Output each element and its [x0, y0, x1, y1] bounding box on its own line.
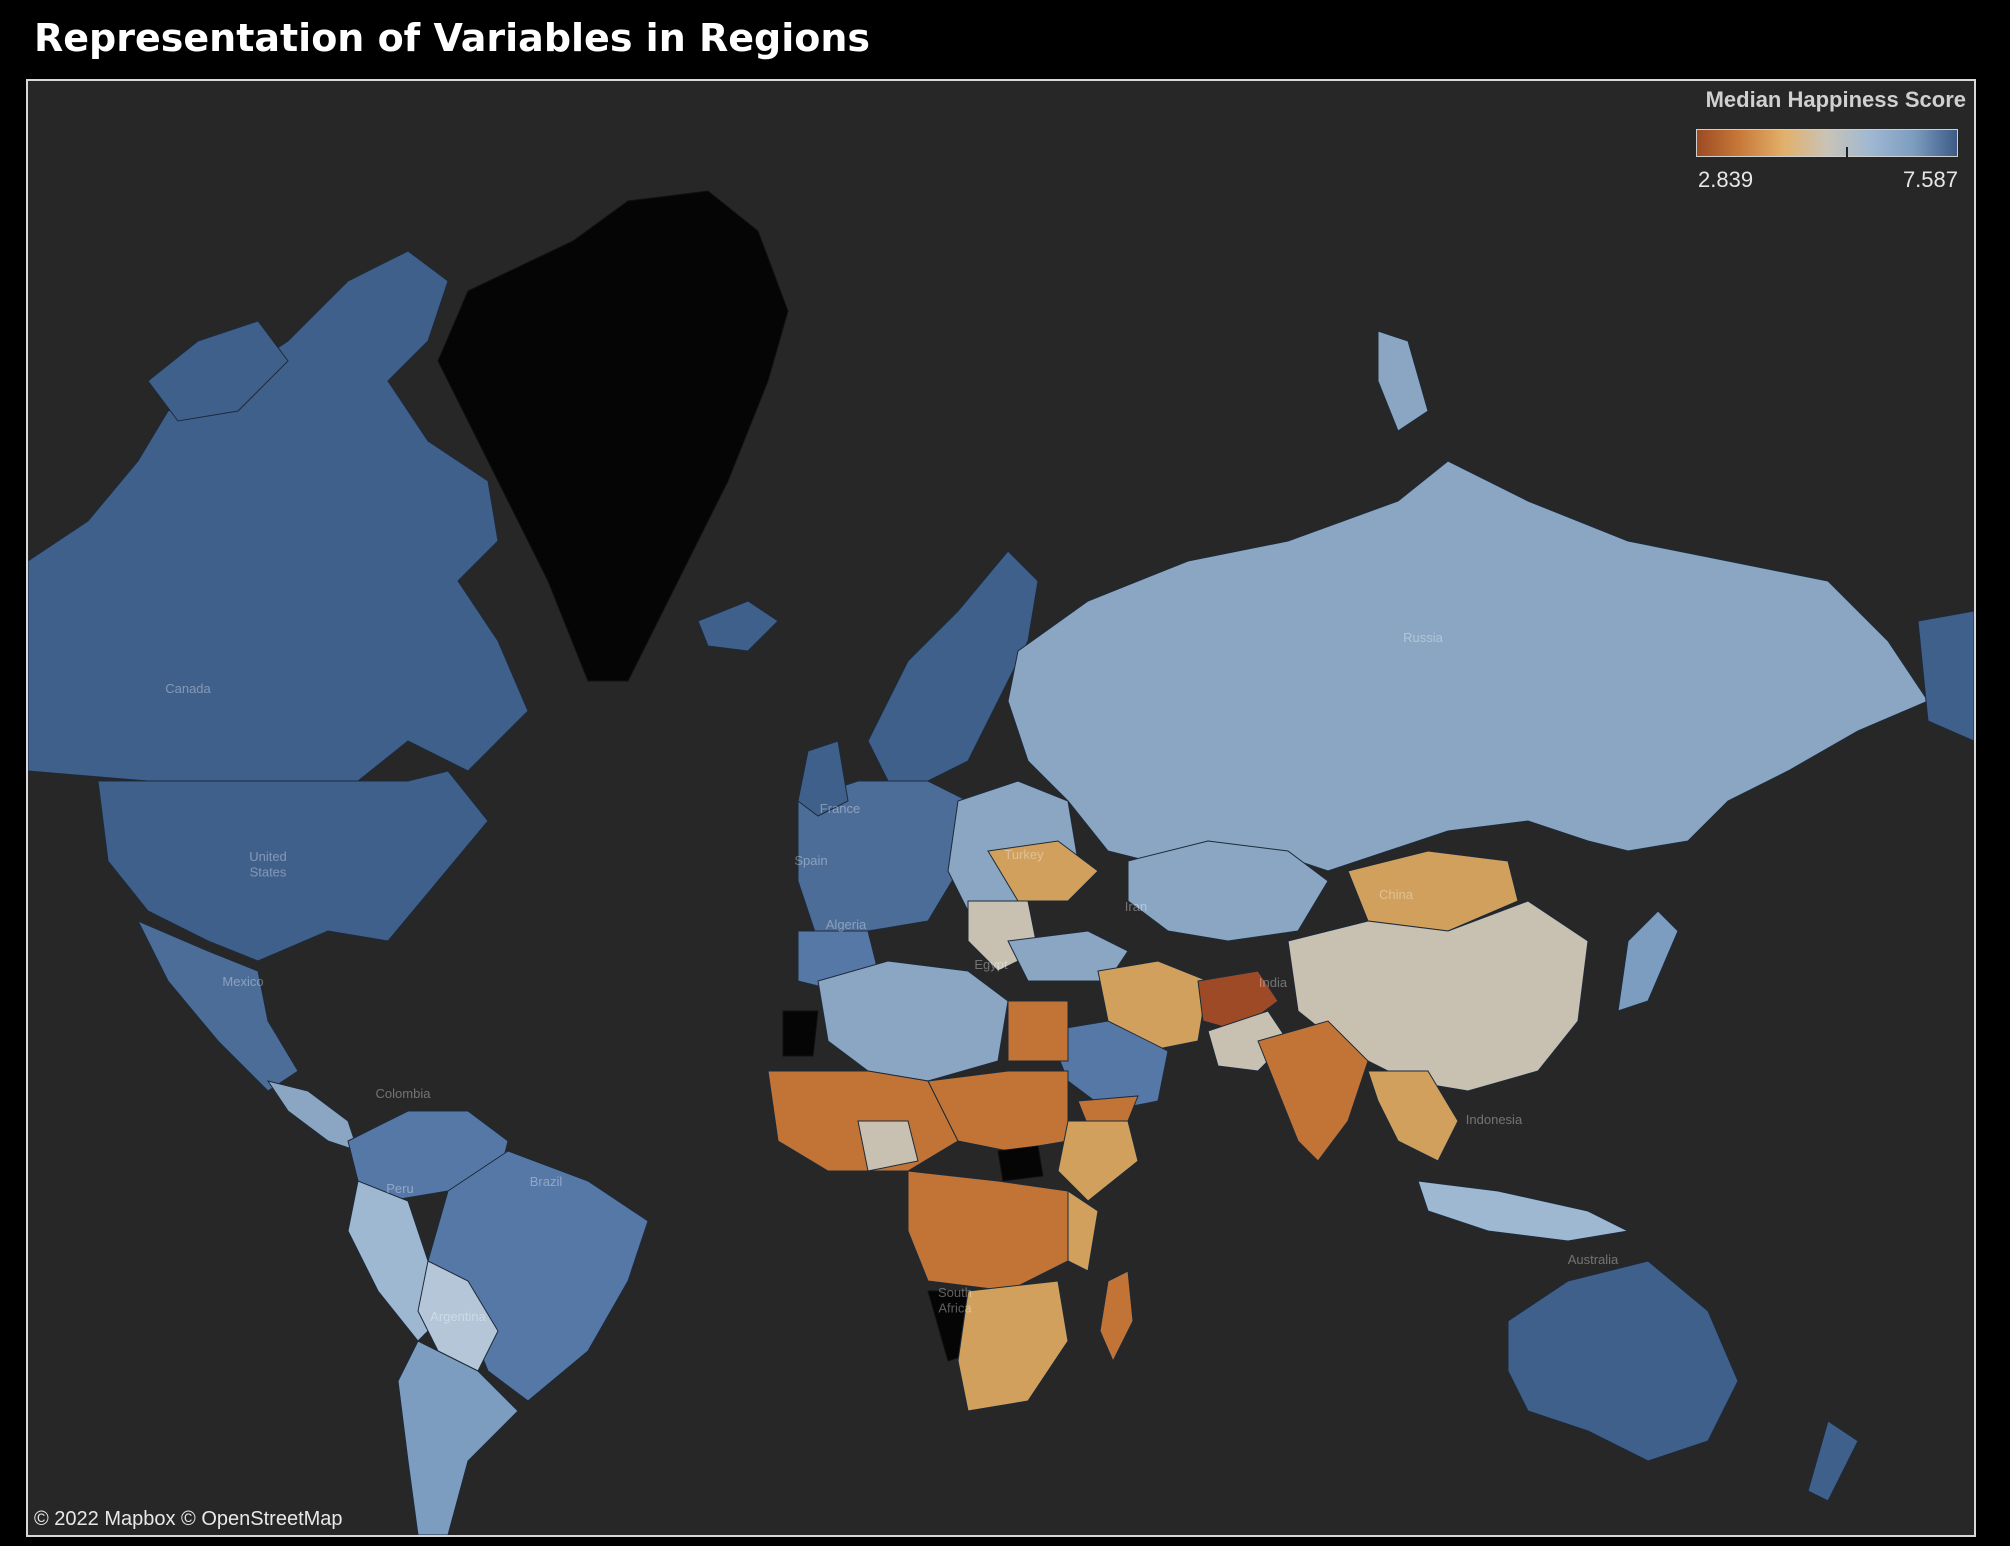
region-russia[interactable] — [1007, 460, 1929, 872]
region-southern-africa[interactable] — [957, 1280, 1069, 1412]
legend-mid-marker — [1845, 147, 1848, 159]
region-central-america[interactable] — [266, 1080, 359, 1152]
region-central-africa[interactable] — [907, 1170, 1069, 1292]
world-choropleth-map[interactable]: Canada United States Mexico Colombia Peru… — [28, 81, 1974, 1535]
label-canada: Canada — [165, 681, 211, 696]
label-australia: Australia — [1568, 1252, 1619, 1267]
label-brazil: Brazil — [530, 1174, 563, 1189]
label-line: States — [250, 865, 287, 880]
region-canada-arctic[interactable] — [147, 320, 289, 422]
map-frame[interactable]: Canada United States Mexico Colombia Peru… — [26, 79, 1976, 1537]
label-spain: Spain — [794, 853, 827, 868]
color-legend: Median Happiness Score 2.839 7.587 — [1691, 87, 1966, 207]
label-mexico: Mexico — [222, 974, 263, 989]
label-france: France — [820, 801, 860, 816]
label-algeria: Algeria — [826, 917, 867, 932]
region-nigeria[interactable] — [857, 1120, 919, 1172]
label-south-africa: South Africa — [938, 1285, 972, 1316]
region-scandinavia[interactable] — [867, 550, 1039, 782]
label-china: China — [1379, 887, 1414, 902]
legend-max-value: 7.587 — [1902, 167, 1958, 192]
region-madagascar[interactable] — [1099, 1270, 1134, 1363]
legend-title: Median Happiness Score — [1705, 87, 1966, 112]
label-russia: Russia — [1403, 630, 1444, 645]
legend-min-value: 2.839 — [1698, 167, 1754, 192]
map-attribution[interactable]: © 2022 Mapbox © OpenStreetMap — [34, 1508, 343, 1530]
region-north-africa[interactable] — [817, 960, 1009, 1082]
label-turkey: Turkey — [1004, 847, 1044, 862]
region-svalbard[interactable] — [1377, 330, 1429, 432]
label-colombia: Colombia — [376, 1086, 432, 1101]
region-india[interactable] — [1257, 1020, 1369, 1162]
label-argentina: Argentina — [430, 1309, 486, 1324]
region-mexico[interactable] — [136, 920, 299, 1092]
region-iceland[interactable] — [697, 600, 779, 652]
label-united-states: United States — [249, 849, 287, 880]
region-united-states[interactable] — [97, 770, 489, 962]
region-australia[interactable] — [1507, 1260, 1739, 1462]
label-peru: Peru — [386, 1181, 413, 1196]
region-western-sahara[interactable] — [782, 1010, 819, 1057]
region-japan[interactable] — [1617, 910, 1679, 1012]
region-horn-of-africa[interactable] — [1057, 1120, 1139, 1202]
region-greenland[interactable] — [437, 190, 789, 682]
label-iran: Iran — [1125, 899, 1147, 914]
region-east-africa[interactable] — [1067, 1190, 1099, 1272]
label-line: Africa — [938, 1301, 972, 1316]
region-western-europe[interactable] — [797, 780, 969, 942]
region-turkey[interactable] — [1007, 930, 1129, 982]
region-egypt[interactable] — [1007, 1000, 1069, 1062]
label-line: United — [249, 849, 287, 864]
region-new-zealand[interactable] — [1807, 1420, 1859, 1502]
region-ukraine[interactable] — [987, 840, 1099, 902]
region-argentina[interactable] — [397, 1340, 519, 1535]
region-uk[interactable] — [797, 740, 849, 817]
legend-color-ramp — [1696, 129, 1958, 157]
label-line: South — [938, 1285, 972, 1300]
region-kazakhstan[interactable] — [1127, 840, 1329, 942]
region-alaska[interactable] — [1917, 610, 1974, 742]
region-south-sudan[interactable] — [997, 1145, 1044, 1182]
label-india: India — [1259, 975, 1288, 990]
dashboard-title: Representation of Variables in Regions — [34, 16, 871, 60]
label-egypt: Egypt — [974, 957, 1008, 972]
region-indonesia[interactable] — [1417, 1180, 1630, 1242]
region-southeast-asia[interactable] — [1367, 1070, 1459, 1162]
label-indonesia: Indonesia — [1466, 1112, 1523, 1127]
